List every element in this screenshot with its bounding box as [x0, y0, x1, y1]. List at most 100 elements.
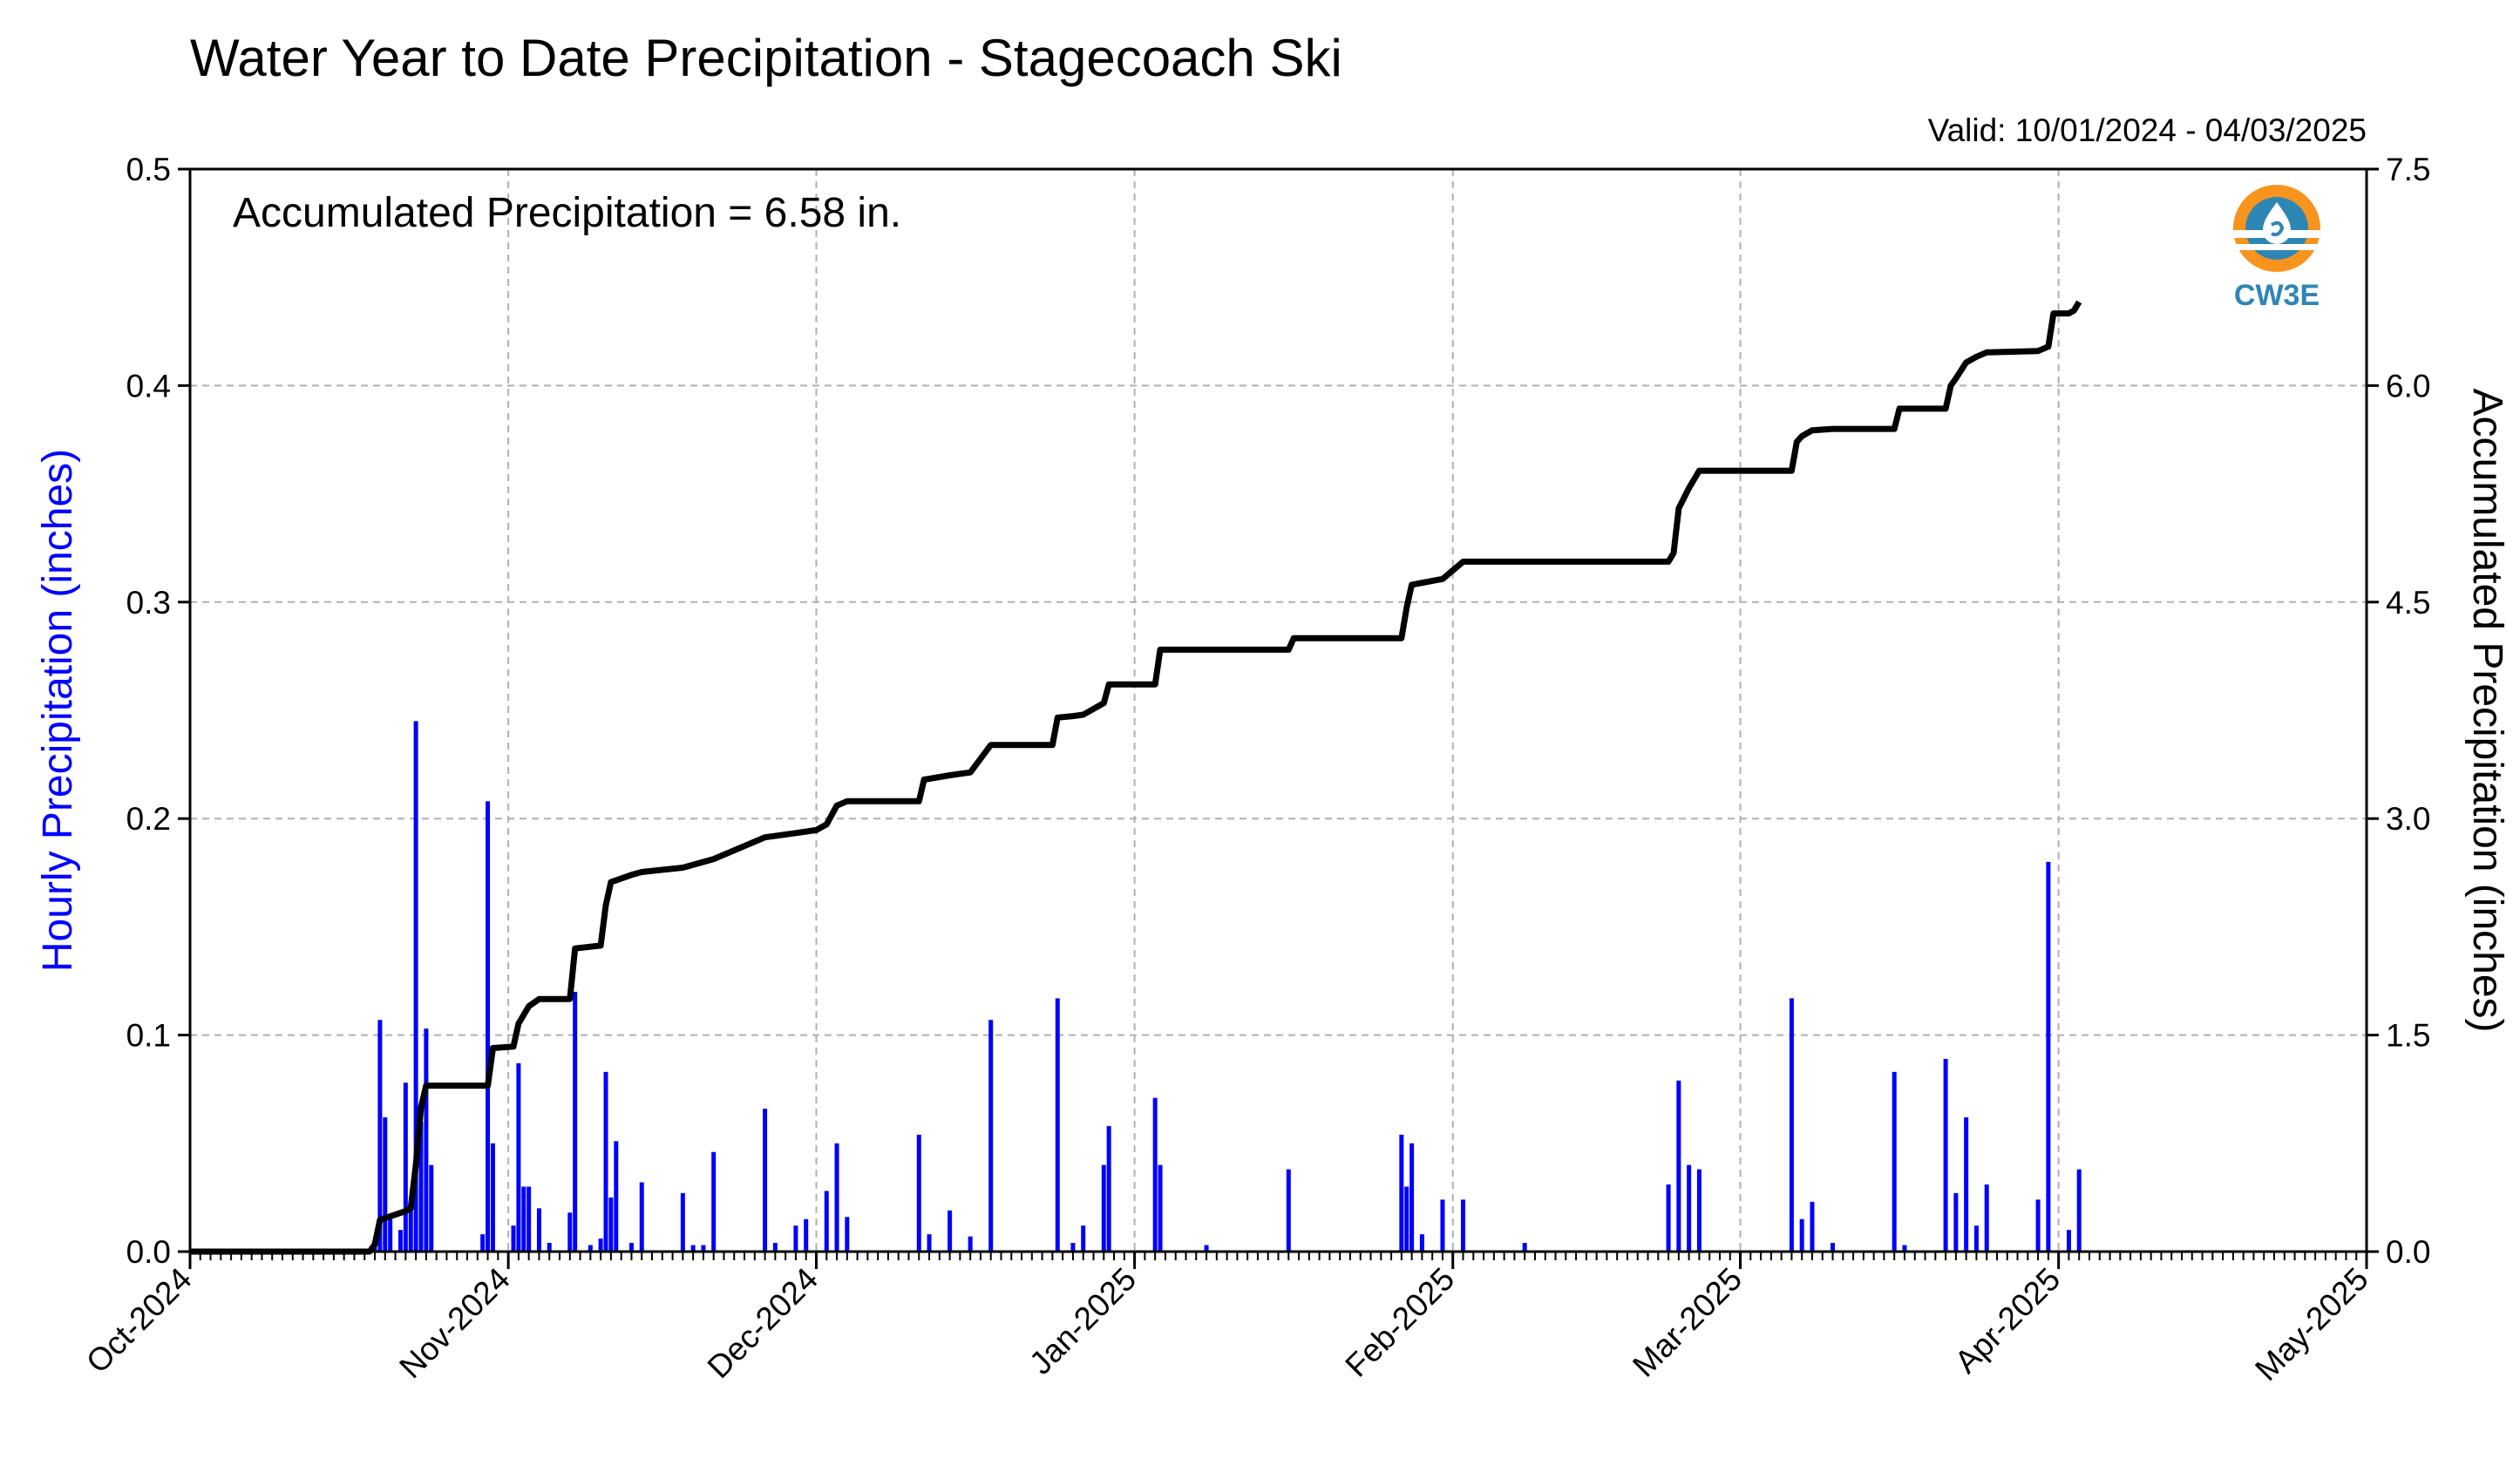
left-tick-label: 0.2: [126, 801, 171, 837]
valid-date-range: Valid: 10/01/2024 - 04/03/2025: [1928, 112, 2367, 148]
hourly-bar: [1687, 1164, 1692, 1252]
hourly-bar: [388, 1218, 393, 1252]
hourly-bar: [598, 1239, 603, 1252]
hourly-bar: [603, 1071, 608, 1252]
hourly-bar: [536, 1208, 541, 1252]
hourly-bar: [1810, 1201, 1815, 1252]
hourly-bar: [2066, 1230, 2071, 1252]
hourly-bar: [397, 1230, 403, 1252]
left-tick-label: 0.1: [126, 1018, 171, 1054]
hourly-bar: [516, 1062, 521, 1252]
hourly-bar: [1399, 1134, 1404, 1252]
right-tick-label: 6.0: [2386, 368, 2430, 404]
hourly-bar: [588, 1245, 593, 1252]
x-tick-label: Nov-2024: [392, 1261, 516, 1385]
right-tick-label: 7.5: [2386, 152, 2430, 187]
hourly-bar: [824, 1191, 829, 1252]
hourly-bar: [1902, 1245, 1907, 1252]
hourly-bar: [403, 1083, 408, 1252]
hourly-bar: [834, 1143, 839, 1252]
logo-swirl-icon: [2270, 221, 2285, 237]
right-tick-label: 1.5: [2386, 1018, 2430, 1054]
hourly-bar: [408, 1208, 413, 1252]
hourly-bar: [1286, 1169, 1291, 1252]
hourly-bar: [1943, 1058, 1948, 1252]
hourly-bar: [948, 1210, 953, 1252]
hourly-bar: [521, 1186, 526, 1252]
hourly-bar: [1419, 1234, 1424, 1252]
hourly-bar: [418, 1121, 424, 1252]
hourly-bar: [711, 1151, 717, 1252]
hourly-bar: [845, 1217, 850, 1252]
x-axis-minor-ticks: [189, 1252, 2367, 1260]
x-tick-label: Dec-2024: [701, 1261, 825, 1385]
left-axis-label: Hourly Precipitation (inches): [35, 449, 81, 972]
hourly-bar: [1696, 1169, 1702, 1252]
hourly-bar: [1152, 1097, 1158, 1252]
right-tick-label: 3.0: [2386, 801, 2430, 837]
hourly-bar: [608, 1197, 614, 1252]
hourly-bar: [1984, 1184, 1989, 1252]
hourly-bar: [480, 1234, 486, 1252]
hourly-bar: [1461, 1199, 1466, 1252]
hourly-bar: [793, 1225, 798, 1252]
hourly-bar: [567, 1212, 573, 1252]
hourly-bar: [511, 1225, 516, 1252]
hourly-bar: [2046, 861, 2051, 1252]
hourly-bar: [1106, 1125, 1111, 1252]
accumulated-line: [190, 300, 2082, 1255]
left-tick-label: 0.5: [126, 152, 171, 187]
hourly-bar: [1440, 1199, 1445, 1252]
hourly-bar: [1964, 1116, 1969, 1252]
hourly-bar: [2076, 1169, 2082, 1252]
hourly-bar: [614, 1141, 619, 1252]
left-tick-label: 0.4: [126, 368, 171, 404]
hourly-bar: [680, 1192, 685, 1252]
logo-wave-band-2: [2231, 244, 2322, 250]
hourly-bar: [429, 1164, 434, 1252]
accumulated-annotation: Accumulated Precipitation = 6.58 in.: [233, 190, 901, 236]
hourly-bar: [547, 1243, 552, 1252]
hourly-bar: [968, 1236, 973, 1252]
x-tick-label: Feb-2025: [1338, 1261, 1461, 1384]
right-axis-label: Accumulated Precipitation (inches): [2464, 388, 2510, 1032]
hourly-bar: [486, 801, 491, 1252]
hourly-bar: [628, 1243, 634, 1252]
x-axis-ticks: Oct-2024 Nov-2024 Dec-2024 Jan-2025 Feb-2025…: [79, 1252, 2375, 1388]
hourly-bar: [526, 1186, 532, 1252]
hourly-bar: [490, 1143, 495, 1252]
hourly-bar: [2035, 1199, 2041, 1252]
hourly-bar: [1953, 1192, 1959, 1252]
x-tick-label: Oct-2024: [79, 1261, 199, 1381]
hourly-bar: [1789, 998, 1794, 1252]
hourly-bar: [1892, 1071, 1897, 1252]
hourly-bar: [1055, 998, 1060, 1252]
hourly-bars: [372, 721, 2082, 1252]
hourly-bar: [1522, 1243, 1527, 1252]
hourly-bar: [1081, 1225, 1086, 1252]
right-tick-label: 4.5: [2386, 585, 2430, 621]
hourly-bar: [1666, 1184, 1671, 1252]
right-axis-ticks: 0.0 1.5 3.0 4.5 6.0 7.5: [2367, 152, 2430, 1270]
hourly-bar: [1799, 1218, 1804, 1252]
hourly-bar: [763, 1109, 768, 1252]
hourly-bar: [573, 991, 578, 1252]
left-tick-label: 0.0: [126, 1234, 171, 1270]
hourly-bar: [690, 1245, 696, 1252]
grid-lines: [190, 169, 2367, 1252]
hourly-bar: [1831, 1243, 1836, 1252]
x-tick-label: Jan-2025: [1022, 1261, 1143, 1381]
hourly-bar: [1158, 1164, 1163, 1252]
hourly-bar: [1070, 1243, 1076, 1252]
hourly-bar: [1204, 1245, 1209, 1252]
hourly-bar: [916, 1134, 921, 1252]
logo-text: CW3E: [2234, 279, 2320, 312]
x-tick-label: May-2025: [2248, 1261, 2374, 1388]
hourly-bar: [772, 1243, 778, 1252]
right-tick-label: 0.0: [2386, 1234, 2430, 1270]
hourly-bar: [377, 1020, 383, 1252]
hourly-bar: [988, 1020, 994, 1252]
hourly-bar: [424, 1028, 429, 1252]
hourly-bar: [927, 1234, 932, 1252]
hourly-bar: [1404, 1186, 1409, 1252]
